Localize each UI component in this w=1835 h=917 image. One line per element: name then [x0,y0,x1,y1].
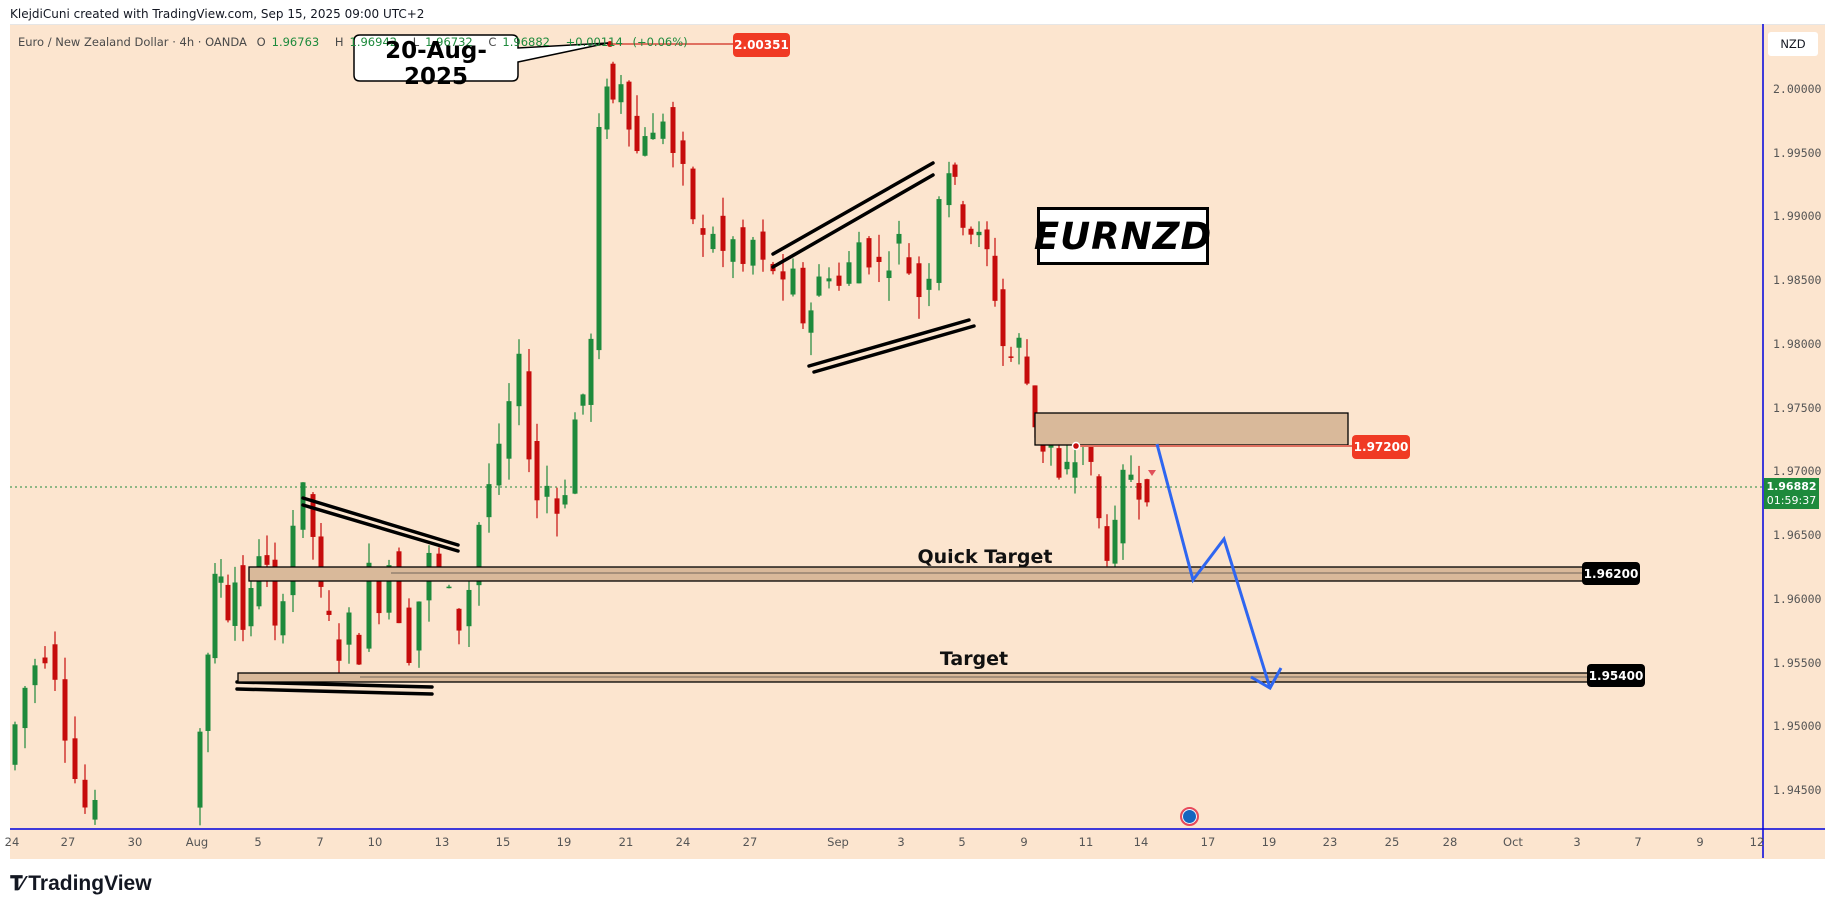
quick-target-price-label: 1.96200 [1582,562,1640,585]
time-tick: 5 [254,835,262,849]
price-tick: 1.96000 [1773,591,1822,606]
price-tick: 1.97500 [1773,400,1822,415]
time-tick: Sep [827,835,849,849]
tradingview-logo-text: TradingView [28,872,152,895]
price-tick: 1.99000 [1773,209,1822,224]
time-tick: 10 [367,835,383,849]
currency-selector[interactable]: NZD [1768,32,1818,56]
time-tick: 3 [1573,835,1581,849]
price-tick: 1.97000 [1773,464,1822,479]
date-callout[interactable] [353,34,609,82]
symbol-description: Euro / New Zealand Dollar · 4h · OANDA [18,35,247,49]
triangle-pattern[interactable] [235,496,460,696]
close-label: C [488,35,497,49]
projection-arrowhead-icon [1250,667,1283,691]
time-tick: 28 [1442,835,1458,849]
time-tick: 9 [1020,835,1028,849]
time-tick: 11 [1078,835,1094,849]
time-tick: 27 [60,835,76,849]
time-tick: 7 [1634,835,1642,849]
time-tick: 23 [1322,835,1338,849]
low-value: 1.96732 [425,35,473,49]
target-price-label: 1.95400 [1587,664,1645,687]
swing-high-point[interactable] [607,41,613,47]
change-value: +0.00114 [565,35,623,49]
price-tick: 1.96500 [1773,528,1822,543]
open-label: O [256,35,266,49]
time-tick: 24 [4,835,20,849]
time-tick: 14 [1133,835,1149,849]
projection-path[interactable] [1155,443,1272,689]
chart-pane[interactable] [10,24,1825,859]
callout-date-text: 20-Aug-2025 [385,38,487,90]
price-tick: 2.00000 [1773,82,1822,96]
time-tick: 12 [1749,835,1765,849]
alert-marker-icon [1148,470,1156,476]
time-tick: Oct [1503,835,1523,849]
time-tick: Aug [185,835,209,849]
bar-countdown: 01:59:37 [1766,494,1817,507]
swing-high-price-label: 2.00351 [733,33,790,57]
resistance-price-label: 1.97200 [1352,435,1410,459]
chart-credit: KlejdiCuni created with TradingView.com,… [10,7,425,21]
current-price-value: 1.96882 [1766,480,1817,493]
resistance-zone[interactable] [1034,412,1349,446]
quick-target-text: Quick Target [917,546,1053,568]
time-tick: 25 [1384,835,1400,849]
price-tick: 1.98000 [1773,336,1822,351]
time-tick: 19 [556,835,572,849]
time-tick: 3 [897,835,905,849]
tradingview-logo[interactable]: 𝐓⁄ TradingView [10,872,152,896]
channel-pattern[interactable] [771,161,976,374]
candlesticks [12,61,1150,826]
change-percent: (+0.06%) [632,35,688,49]
symbol-title-box[interactable]: EURNZD [1034,207,1211,265]
eu-economic-event-icon[interactable] [1180,807,1199,826]
price-tick: 1.98500 [1773,273,1822,288]
open-value: 1.96763 [271,35,320,49]
time-tick: 19 [1261,835,1277,849]
price-tick: 1.95000 [1773,719,1822,734]
target-text: Target [939,648,1009,670]
time-tick: 9 [1696,835,1704,849]
time-tick: 17 [1200,835,1216,849]
time-tick: 7 [316,835,324,849]
high-value: 1.96942 [349,35,398,49]
price-tick: 1.95500 [1773,655,1822,670]
time-tick: 13 [434,835,450,849]
price-tick: 1.99500 [1773,145,1822,160]
time-tick: 27 [742,835,758,849]
high-label: H [334,35,344,49]
time-tick: 24 [675,835,691,849]
time-tick: 15 [495,835,511,849]
close-value: 1.96882 [502,35,550,49]
price-tick: 1.94500 [1773,782,1822,797]
resistance-anchor[interactable] [1071,441,1081,451]
tradingview-logo-icon: 𝐓⁄ [10,872,24,895]
symbol-legend: Euro / New Zealand Dollar · 4h · OANDA O… [18,35,694,49]
time-tick: 21 [618,835,634,849]
current-price-tag: 1.96882 01:59:37 [1764,478,1819,509]
time-tick: 5 [958,835,966,849]
low-label: L [412,35,420,49]
time-tick: 30 [127,835,143,849]
